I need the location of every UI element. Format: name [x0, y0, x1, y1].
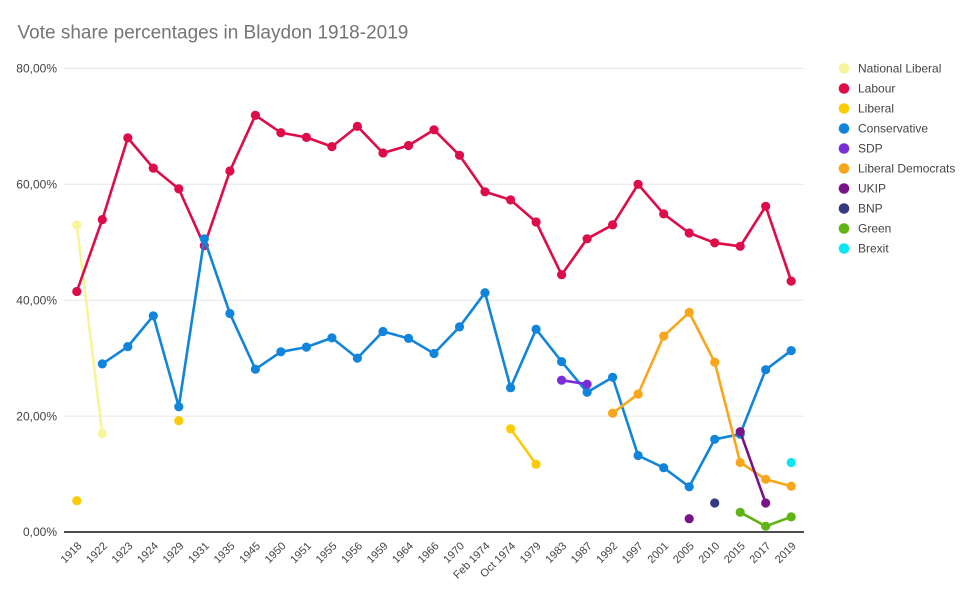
svg-text:SDP: SDP — [858, 142, 883, 156]
svg-text:Labour: Labour — [858, 82, 895, 96]
svg-text:40,00%: 40,00% — [16, 293, 57, 307]
svg-text:20,00%: 20,00% — [16, 409, 57, 423]
svg-text:Vote share percentages in Blay: Vote share percentages in Blaydon 1918-2… — [18, 23, 409, 44]
svg-text:National Liberal: National Liberal — [858, 62, 941, 76]
svg-text:Green: Green — [858, 222, 891, 236]
svg-text:0,00%: 0,00% — [23, 525, 57, 539]
svg-text:Liberal: Liberal — [858, 102, 894, 116]
svg-text:BNP: BNP — [858, 202, 883, 216]
svg-text:80,00%: 80,00% — [16, 62, 57, 76]
svg-text:Liberal Democrats: Liberal Democrats — [858, 162, 955, 176]
svg-text:Conservative: Conservative — [858, 122, 928, 136]
svg-text:60,00%: 60,00% — [16, 178, 57, 192]
svg-text:Brexit: Brexit — [858, 242, 889, 256]
svg-text:UKIP: UKIP — [858, 182, 886, 196]
